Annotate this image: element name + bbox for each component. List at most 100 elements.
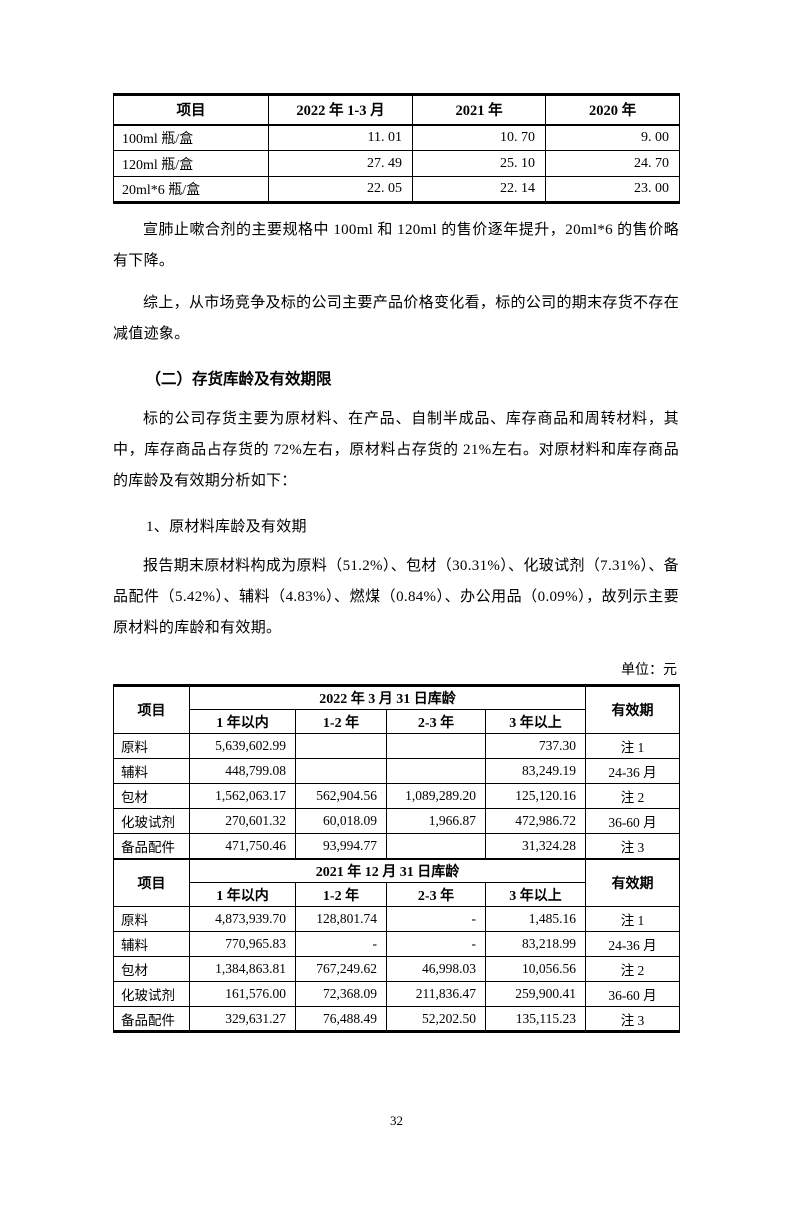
aging-value-cell: 83,249.19 <box>485 758 586 784</box>
aging-validity-cell: 24-36 月 <box>585 758 680 784</box>
paragraph-price-trend: 宣肺止嗽合剂的主要规格中 100ml 和 120ml 的售价逐年提升，20ml*… <box>113 222 679 269</box>
price-value-cell: 22. 14 <box>412 176 546 203</box>
aging-value-cell: 10,056.56 <box>485 956 586 982</box>
aging-header-item: 项目 <box>113 685 190 734</box>
aging-validity-cell: 注 2 <box>585 783 680 809</box>
aging-value-cell: 72,368.09 <box>295 981 387 1007</box>
aging-header-age-1to2: 1-2 年 <box>295 882 387 907</box>
aging-value-cell: 5,639,602.99 <box>189 733 296 759</box>
aging-value-cell: 1,485.16 <box>485 906 586 932</box>
aging-item-cell: 包材 <box>113 783 190 809</box>
aging-item-cell: 包材 <box>113 956 190 982</box>
aging-value-cell <box>386 833 486 859</box>
table-row: 包材 1,562,063.17 562,904.56 1,089,289.20 125,… <box>113 783 680 809</box>
aging-item-cell: 原料 <box>113 906 190 932</box>
aging-header-period-2021: 2021 年 12 月 31 日库龄 <box>189 857 586 883</box>
aging-value-cell: 259,900.41 <box>485 981 586 1007</box>
aging-value-cell: 161,576.00 <box>189 981 296 1007</box>
aging-value-cell: 329,631.27 <box>189 1006 296 1032</box>
aging-validity-cell: 36-60 月 <box>585 808 680 834</box>
document-page: 项目 2022 年 1-3 月 2021 年 2020 年 100ml 瓶/盒 1… <box>0 93 793 1215</box>
aging-validity-cell: 注 2 <box>585 956 680 982</box>
price-table-header-2022q1: 2022 年 1-3 月 <box>268 94 413 126</box>
aging-value-cell: 52,202.50 <box>386 1006 486 1032</box>
aging-value-cell: 770,965.83 <box>189 931 296 957</box>
aging-value-cell: 471,750.46 <box>189 833 296 859</box>
aging-value-cell: - <box>386 931 486 957</box>
price-table-header-2021: 2021 年 <box>412 94 546 126</box>
aging-value-cell: 1,384,863.81 <box>189 956 296 982</box>
aging-value-cell: - <box>386 906 486 932</box>
aging-value-cell: 128,801.74 <box>295 906 387 932</box>
aging-header-age-over3: 3 年以上 <box>485 709 586 734</box>
aging-value-cell: 1,966.87 <box>386 808 486 834</box>
table-row: 120ml 瓶/盒 27. 49 25. 10 24. 70 <box>113 150 680 177</box>
page-number: 32 <box>390 1113 403 1128</box>
price-value-cell: 11. 01 <box>268 124 413 151</box>
table-row: 20ml*6 瓶/盒 22. 05 22. 14 23. 00 <box>113 176 680 203</box>
subsection-heading-raw-material-aging: 1、原材料库龄及有效期 <box>146 519 307 535</box>
aging-value-cell: 737.30 <box>485 733 586 759</box>
aging-subheader-row-2022: 1 年以内 1-2 年 2-3 年 3 年以上 <box>114 709 680 734</box>
paragraph-inventory-composition: 标的公司存货主要为原材料、在产品、自制半成品、库存商品和周转材料，其中，库存商品… <box>113 411 679 489</box>
aging-value-cell: 93,994.77 <box>295 833 387 859</box>
aging-subheader-row-2021: 1 年以内 1-2 年 2-3 年 3 年以上 <box>114 882 680 907</box>
aging-header-period-2022: 2022 年 3 月 31 日库龄 <box>189 685 586 710</box>
aging-value-cell: 60,018.09 <box>295 808 387 834</box>
price-value-cell: 23. 00 <box>545 176 680 203</box>
table-row: 100ml 瓶/盒 11. 01 10. 70 9. 00 <box>113 124 680 151</box>
aging-value-cell: 1,089,289.20 <box>386 783 486 809</box>
aging-value-cell: 448,799.08 <box>189 758 296 784</box>
table-row: 原料 5,639,602.99 737.30 注 1 <box>113 733 680 759</box>
aging-value-cell: 76,488.49 <box>295 1006 387 1032</box>
price-table-body: 100ml 瓶/盒 11. 01 10. 70 9. 00 120ml 瓶/盒 27. 4… <box>113 124 680 203</box>
aging-header-age-1to2: 1-2 年 <box>295 709 387 734</box>
table-row: 化玻试剂 270,601.32 60,018.09 1,966.87 472,986.7… <box>113 808 680 834</box>
aging-validity-cell: 注 1 <box>585 733 680 759</box>
price-value-cell: 10. 70 <box>412 124 546 151</box>
aging-item-cell: 备品配件 <box>113 1006 190 1032</box>
aging-value-cell: 472,986.72 <box>485 808 586 834</box>
aging-value-cell <box>295 758 387 784</box>
price-item-cell: 20ml*6 瓶/盒 <box>113 176 269 203</box>
section-heading-inventory-aging: （二）存货库龄及有效期限 <box>145 371 332 388</box>
aging-value-cell: 4,873,939.70 <box>189 906 296 932</box>
price-item-cell: 120ml 瓶/盒 <box>113 150 269 177</box>
aging-value-cell <box>295 733 387 759</box>
table-row: 辅料 448,799.08 83,249.19 24-36 月 <box>113 758 680 784</box>
price-item-cell: 100ml 瓶/盒 <box>113 124 269 151</box>
table-row: 化玻试剂 161,576.00 72,368.09 211,836.47 259,900… <box>113 981 680 1007</box>
aging-section-2021: 项目 2021 年 12 月 31 日库龄 有效期 1 年以内 1-2 年 2-… <box>113 857 680 1032</box>
paragraph-impairment-conclusion: 综上，从市场竞争及标的公司主要产品价格变化看，标的公司的期末存货不存在减值迹象。 <box>113 295 679 342</box>
aging-item-cell: 原料 <box>113 733 190 759</box>
aging-value-cell: 767,249.62 <box>295 956 387 982</box>
aging-value-cell <box>386 758 486 784</box>
aging-header-row-2021: 项目 2021 年 12 月 31 日库龄 有效期 <box>113 857 680 907</box>
aging-header-age-over3: 3 年以上 <box>485 882 586 907</box>
aging-section-2022: 项目 2022 年 3 月 31 日库龄 有效期 1 年以内 1-2 年 2-3… <box>113 685 680 859</box>
table-row: 原料 4,873,939.70 128,801.74-1,485.16 注 1 <box>113 906 680 932</box>
aging-item-cell: 辅料 <box>113 931 190 957</box>
aging-table: 项目 2022 年 3 月 31 日库龄 有效期 1 年以内 1-2 年 2-3… <box>113 684 680 1033</box>
aging-header-validity: 有效期 <box>585 685 680 734</box>
price-table-header-row: 项目 2022 年 1-3 月 2021 年 2020 年 <box>113 94 680 126</box>
price-value-cell: 25. 10 <box>412 150 546 177</box>
table-row: 备品配件 471,750.46 93,994.77 31,324.28 注 3 <box>113 833 680 859</box>
aging-value-cell: 270,601.32 <box>189 808 296 834</box>
aging-value-cell: - <box>295 931 387 957</box>
aging-header-row-2022: 项目 2022 年 3 月 31 日库龄 有效期 <box>113 685 680 734</box>
aging-value-cell: 83,218.99 <box>485 931 586 957</box>
table-row: 包材 1,384,863.81 767,249.62 46,998.03 10,056.… <box>113 956 680 982</box>
aging-value-cell: 46,998.03 <box>386 956 486 982</box>
aging-validity-cell: 注 1 <box>585 906 680 932</box>
aging-item-cell: 辅料 <box>113 758 190 784</box>
aging-value-cell: 135,115.23 <box>485 1006 586 1032</box>
price-value-cell: 24. 70 <box>545 150 680 177</box>
aging-value-cell: 562,904.56 <box>295 783 387 809</box>
price-value-cell: 27. 49 <box>268 150 413 177</box>
paragraph-raw-material-composition: 报告期末原材料构成为原料（51.2%）、包材（30.31%）、化玻试剂（7.31… <box>113 558 679 636</box>
aging-header-age-under1: 1 年以内 <box>189 882 296 907</box>
unit-label: 单位：元 <box>621 663 677 678</box>
aging-value-cell: 31,324.28 <box>485 833 586 859</box>
table-row: 备品配件 329,631.27 76,488.49 52,202.50 135,115.… <box>113 1006 680 1032</box>
